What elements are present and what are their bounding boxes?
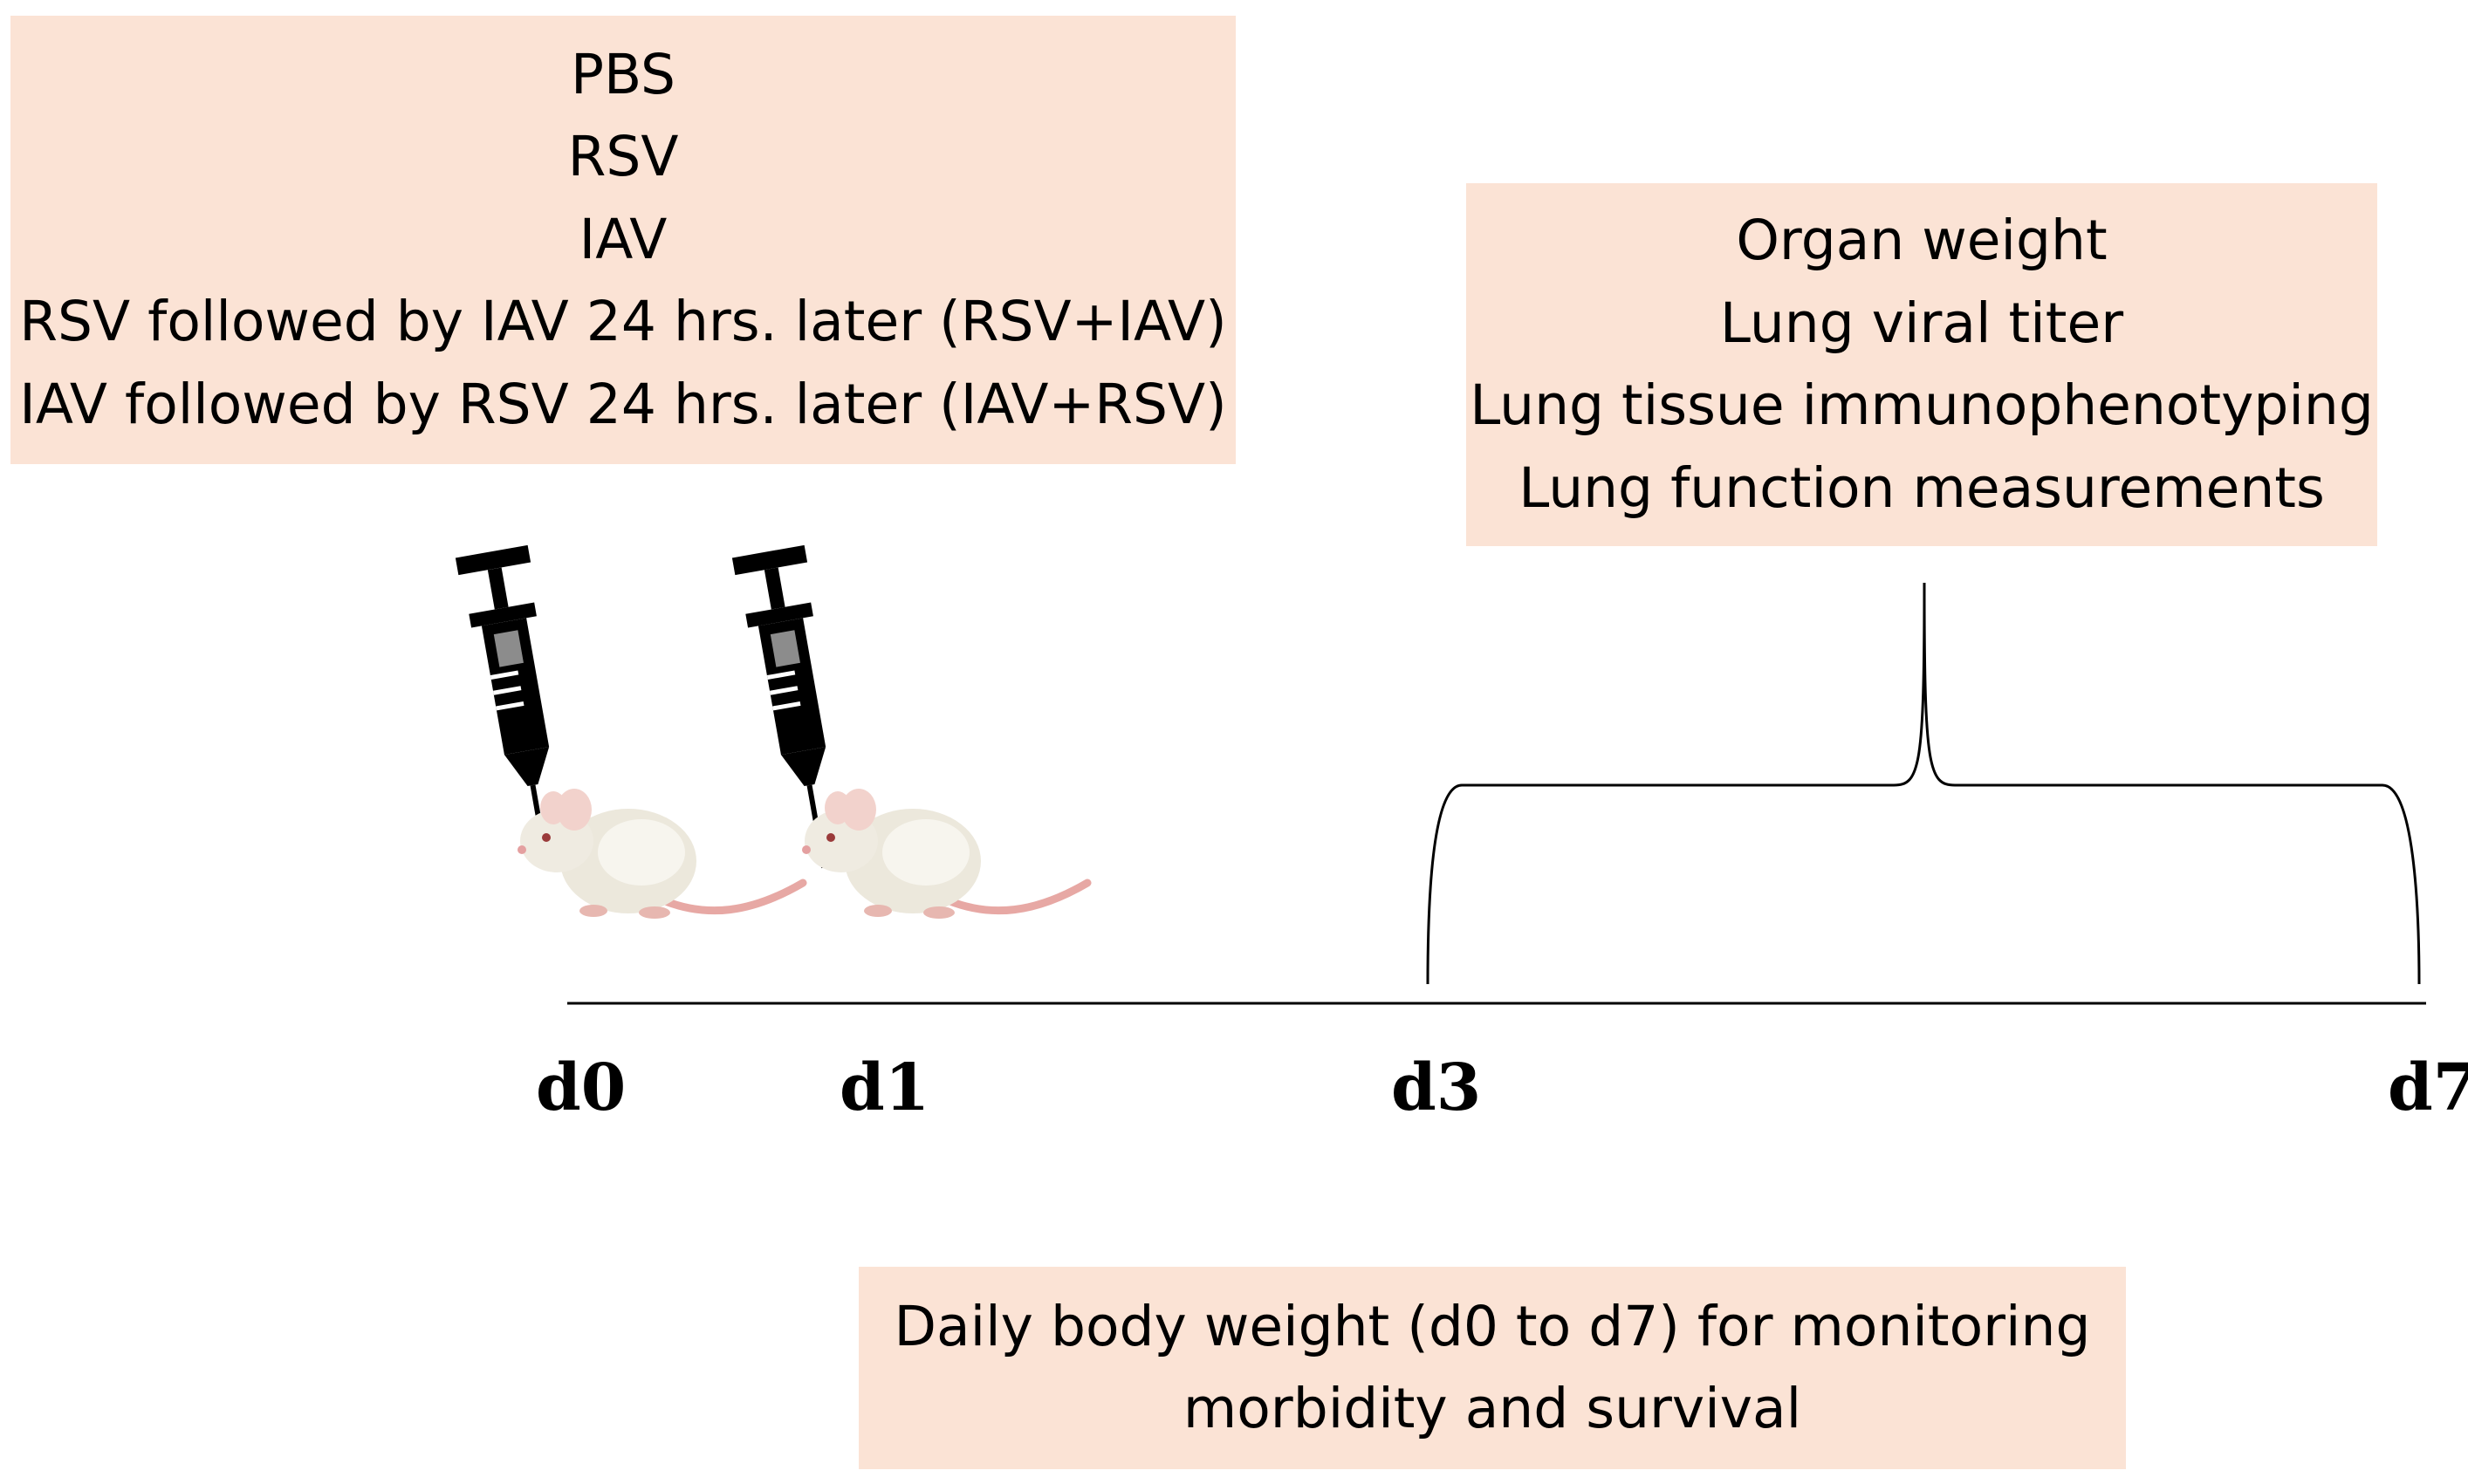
group-rsv: RSV	[567, 125, 679, 189]
mouse-icon	[802, 789, 1087, 919]
readout-viral-titer: Lung viral titer	[1719, 291, 2124, 355]
group-pbs: PBS	[570, 42, 676, 106]
group-rsv-iav: RSV followed by IAV 24 hrs. later (RSV+I…	[19, 290, 1227, 354]
day-label-d0: d0	[536, 1050, 627, 1125]
monitoring-box: Daily body weight (d0 to d7) for monitor…	[859, 1267, 2126, 1469]
day-label-d3: d3	[1391, 1050, 1482, 1125]
day-label-d7: d7	[2388, 1050, 2468, 1125]
readout-organ-weight: Organ weight	[1736, 209, 2108, 272]
readout-lung-function: Lung function measurements	[1519, 455, 2325, 520]
group-iav: IAV	[579, 207, 668, 271]
monitoring-line-1: Daily body weight (d0 to d7) for monitor…	[894, 1294, 2091, 1358]
monitoring-line-2: morbidity and survival	[1183, 1377, 1802, 1440]
readouts-box: Organ weight Lung viral titer Lung tissu…	[1466, 183, 2377, 546]
infection-groups-box: PBS RSV IAV RSV followed by IAV 24 hrs. …	[10, 16, 1236, 464]
day-label-d1: d1	[840, 1050, 930, 1125]
group-iav-rsv: IAV followed by RSV 24 hrs. later (IAV+R…	[19, 372, 1227, 436]
mouse-icon	[518, 789, 803, 919]
readout-immunophenotyping: Lung tissue immunophenotyping	[1470, 373, 2374, 437]
readout-window-bracket	[1426, 582, 2421, 985]
